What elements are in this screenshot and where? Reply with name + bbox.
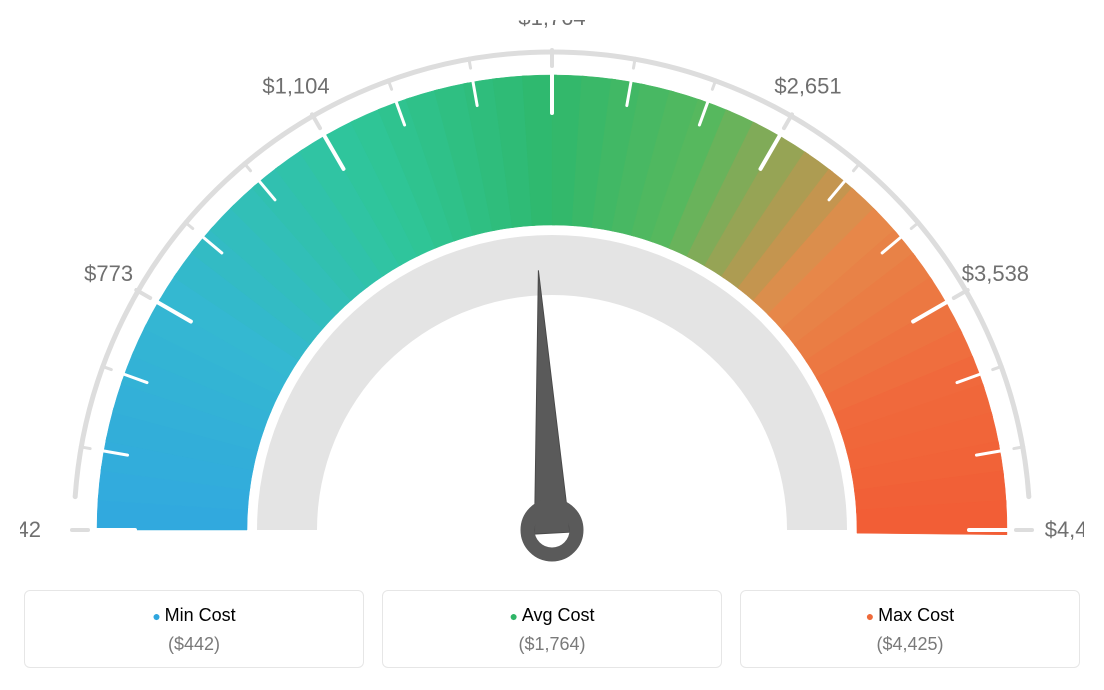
legend-card-max: Max Cost ($4,425) [740, 590, 1080, 668]
gauge-needle [534, 270, 569, 534]
legend-avg-title: Avg Cost [393, 605, 711, 626]
gauge-svg: $442 $773 $1,104 $1,764 $2,651 $3,538 $4,425 [20, 20, 1084, 580]
legend-card-avg: Avg Cost ($1,764) [382, 590, 722, 668]
legend-row: Min Cost ($442) Avg Cost ($1,764) Max Co… [20, 590, 1084, 668]
gauge-tick-label: $3,538 [962, 261, 1029, 286]
legend-max-title: Max Cost [751, 605, 1069, 626]
legend-max-value: ($4,425) [751, 634, 1069, 655]
legend-min-value: ($442) [35, 634, 353, 655]
gauge-tick-label: $4,425 [1045, 517, 1084, 542]
legend-card-min: Min Cost ($442) [24, 590, 364, 668]
legend-avg-value: ($1,764) [393, 634, 711, 655]
legend-min-title: Min Cost [35, 605, 353, 626]
cost-gauge-chart: $442 $773 $1,104 $1,764 $2,651 $3,538 $4,425 [20, 20, 1084, 580]
gauge-tick-label: $2,651 [774, 74, 841, 99]
gauge-tick-label: $1,764 [518, 20, 585, 30]
gauge-tick-label: $1,104 [262, 74, 329, 99]
gauge-tick-label: $773 [84, 261, 133, 286]
gauge-tick-label: $442 [20, 517, 41, 542]
